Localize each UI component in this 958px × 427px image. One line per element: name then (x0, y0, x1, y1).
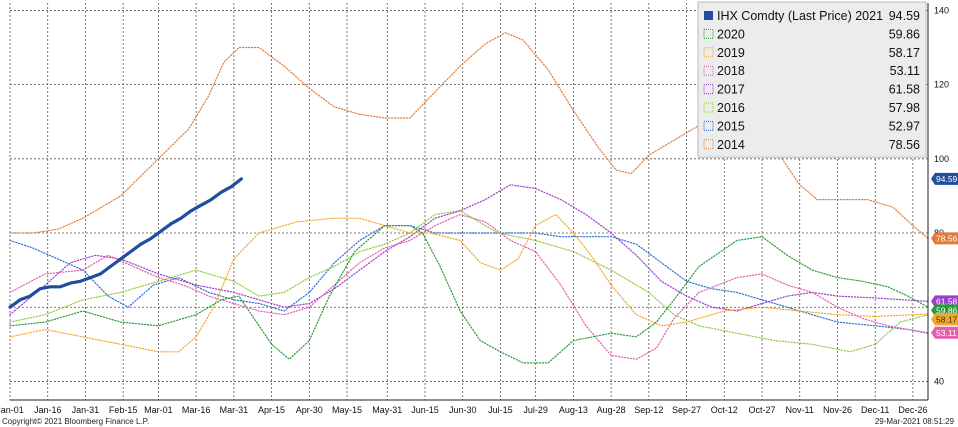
legend-swatch (703, 65, 714, 76)
legend-label: 2018 (717, 64, 745, 78)
y-tick-label: 40 (934, 376, 944, 386)
series-line-2015 (9, 225, 929, 334)
x-tick-label: Jul-15 (488, 405, 513, 415)
x-tick-label: Aug-13 (559, 405, 588, 415)
legend-label: 2020 (717, 27, 745, 41)
legend-item: 2016 57.98 (703, 101, 920, 115)
series-layer (8, 32, 929, 364)
axis-tag-label: 61.58 (936, 296, 958, 306)
x-tick-label: Dec-26 (898, 405, 927, 415)
x-tick-label: Mar-31 (220, 405, 249, 415)
axis-tag-label: 59.86 (936, 305, 958, 315)
legend-item: 2017 61.58 (703, 83, 920, 97)
series-line-2014 (9, 32, 929, 239)
x-tick-label: Jun-15 (411, 405, 439, 415)
axis-tag-label: 78.56 (936, 233, 958, 243)
axis-tag: 94.59 (931, 172, 958, 185)
axis-tag-bg (931, 326, 958, 339)
x-axis: Jan-01 Jan-16 Jan-31 Feb-15 Mar-01 Mar-16 Mar-… (0, 405, 927, 415)
x-tick-label: Apr-15 (258, 405, 285, 415)
x-tick-label: Nov-11 (786, 405, 814, 415)
x-tick-label: Sep-27 (672, 405, 701, 415)
legend-label: 2017 (717, 83, 745, 97)
legend-swatch (703, 120, 714, 131)
axis-tag: 53.11 (931, 326, 958, 339)
legend-label: 2019 (717, 46, 745, 60)
y-tick-label: 120 (934, 80, 949, 90)
axis-tag-bg (931, 172, 958, 185)
legend-value: 94.59 (889, 9, 920, 23)
legend-item: 2018 53.11 (703, 64, 920, 78)
legend-swatch (703, 47, 714, 58)
x-tick-label: Oct-27 (748, 405, 775, 415)
legend-label: IHX Comdty (Last Price) 2021 (717, 9, 883, 23)
series-line-2019 (9, 213, 929, 353)
x-tick-label: Jul-29 (523, 405, 548, 415)
x-tick-label: Oct-12 (711, 405, 738, 415)
legend-item: 2019 58.17 (703, 46, 920, 60)
legend-value: 53.11 (890, 64, 920, 78)
legend-label: 2015 (717, 119, 745, 133)
axis-tag: 58.17 (931, 313, 958, 326)
legend-swatch (703, 28, 714, 39)
legend-item: 2014 78.56 (703, 138, 920, 152)
axis-tag-label: 58.17 (936, 314, 958, 324)
timestamp-text: 29-Mar-2021 08:51:29 (874, 417, 954, 426)
x-tick-label: May-31 (372, 405, 402, 415)
series-line-2017 (9, 184, 929, 316)
x-tick-label: Dec-11 (861, 405, 889, 415)
legend-item: IHX Comdty (Last Price) 2021 94.59 (704, 9, 920, 23)
legend-value: 61.58 (889, 83, 920, 97)
legend-label: 2014 (717, 138, 745, 152)
legend-value: 57.98 (889, 101, 920, 115)
legend-swatch (704, 11, 713, 20)
series-line-2018 (9, 213, 929, 360)
x-tick-label: May-15 (332, 405, 362, 415)
x-tick-label: Jun-30 (449, 405, 477, 415)
x-tick-label: Feb-15 (109, 405, 138, 415)
axis-tag-bg (931, 313, 958, 326)
legend-swatch (703, 102, 714, 113)
x-tick-label: Apr-30 (296, 405, 323, 415)
x-tick-label: Jan-16 (34, 405, 62, 415)
axis-tag-label: 53.11 (936, 328, 957, 338)
legend-value: 78.56 (889, 138, 920, 152)
x-tick-label: Nov-26 (823, 405, 852, 415)
series-line-2020 (9, 225, 929, 364)
legend-item: 2015 52.97 (703, 119, 920, 133)
x-tick-label: Jan-01 (0, 405, 24, 415)
series-line-ihx-comdty-last-price-2021 (8, 177, 243, 309)
legend: IHX Comdty (Last Price) 2021 94.59 2020 59.… (697, 1, 927, 158)
y-tick-label: 140 (934, 5, 949, 15)
y-tick-label: 100 (934, 154, 949, 164)
axis-tag-label: 94.59 (936, 174, 958, 184)
copyright-text: Copyright© 2021 Bloomberg Finance L.P. (2, 417, 150, 426)
legend-value: 58.17 (889, 46, 920, 60)
legend-value: 59.86 (889, 27, 920, 41)
x-tick-label: Aug-28 (597, 405, 626, 415)
x-tick-label: Mar-01 (144, 405, 173, 415)
legend-label: 2016 (717, 101, 745, 115)
x-tick-label: Jan-31 (72, 405, 100, 415)
x-tick-label: Sep-12 (634, 405, 663, 415)
series-line-2016 (9, 210, 929, 353)
x-tick-label: Mar-16 (182, 405, 211, 415)
axis-frame (10, 3, 929, 401)
legend-swatch (703, 139, 714, 150)
legend-box (697, 1, 927, 158)
axis-tag: 78.56 (931, 232, 958, 245)
legend-item: 2020 59.86 (703, 27, 920, 41)
axis-tag-bg (931, 232, 958, 245)
legend-value: 52.97 (889, 119, 920, 133)
legend-swatch (703, 84, 714, 95)
